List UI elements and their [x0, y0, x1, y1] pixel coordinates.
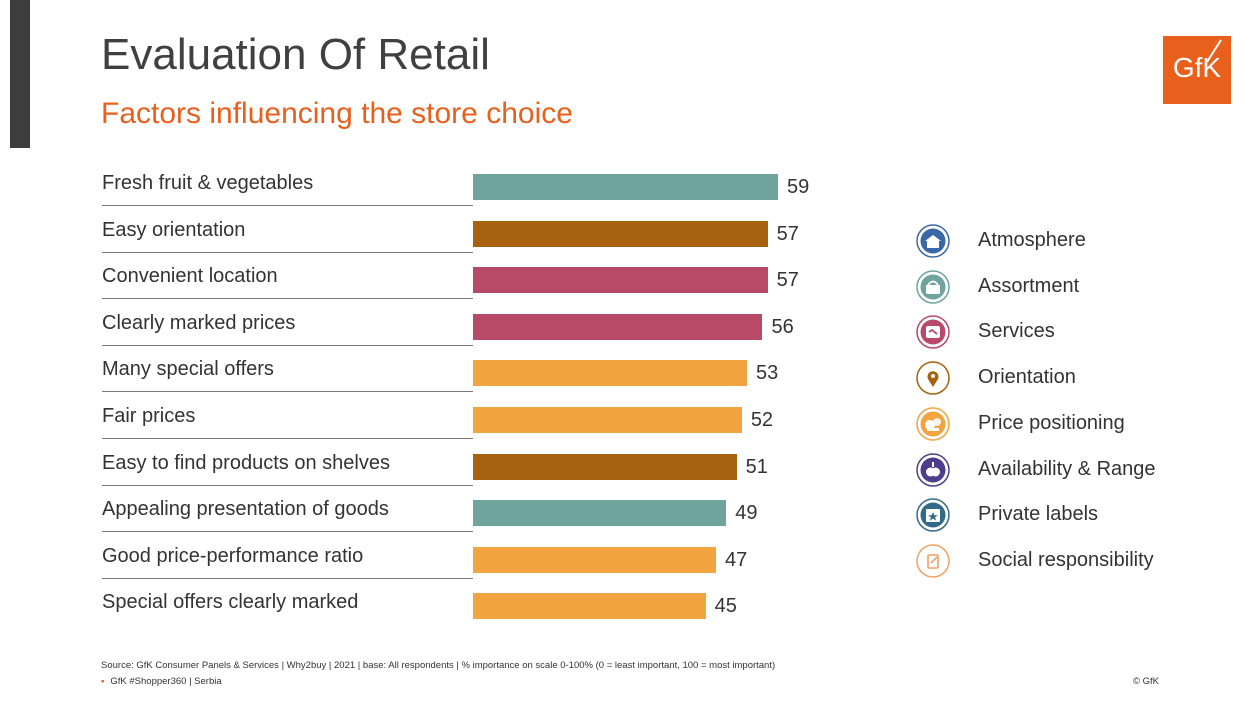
bar	[473, 546, 716, 573]
bar	[473, 267, 768, 294]
legend-label: Services	[978, 320, 1055, 343]
location-pin-icon	[916, 361, 950, 395]
store-icon	[916, 224, 950, 258]
bar	[473, 360, 747, 387]
data-label: 57	[776, 222, 799, 245]
bar	[473, 593, 706, 620]
row-separator	[102, 344, 473, 346]
category-label: Convenient location	[102, 265, 278, 288]
logo-slash-icon	[1206, 39, 1222, 63]
bar	[473, 453, 737, 480]
category-label: Many special offers	[102, 358, 274, 381]
gfk-logo: GfK	[1163, 36, 1231, 104]
category-label: Fair prices	[102, 405, 196, 427]
category-label: Easy orientation	[102, 218, 246, 241]
logo-text: GfK	[1172, 52, 1222, 83]
bar	[473, 313, 763, 340]
row-separator	[102, 251, 473, 253]
data-label: 59	[787, 176, 810, 198]
star-box-icon	[916, 498, 950, 532]
legend-label: Private labels	[978, 503, 1099, 526]
data-label: 49	[735, 502, 758, 525]
data-label: 56	[771, 315, 794, 338]
row-separator	[102, 577, 473, 579]
row-separator	[102, 298, 473, 300]
row-separator	[102, 531, 473, 533]
bar	[473, 407, 742, 433]
basket-icon	[916, 269, 950, 304]
row-separator	[102, 205, 473, 206]
tag-text: GfK #Shopper360 | Serbia	[110, 676, 222, 687]
page-subtitle: Factors influencing the store choice	[101, 97, 573, 130]
legend-label: Social responsibility	[978, 548, 1154, 571]
category-label: Appealing presentation of goods	[102, 498, 389, 521]
bar	[473, 220, 768, 247]
coins-icon	[916, 407, 950, 441]
legend-label: Atmosphere	[978, 229, 1086, 251]
data-label: 57	[776, 269, 799, 292]
legend-label: Orientation	[978, 366, 1076, 389]
row-separator	[102, 391, 473, 393]
data-label: 51	[745, 455, 768, 478]
page-title: Evaluation Of Retail	[101, 30, 490, 79]
source-note: Source: GfK Consumer Panels & Services |…	[101, 660, 776, 671]
bar	[473, 174, 778, 200]
category-label: Clearly marked prices	[102, 311, 296, 334]
legend-label: Price positioning	[978, 411, 1125, 434]
data-label: 53	[755, 362, 779, 385]
legend-label: Assortment	[978, 274, 1080, 297]
row-separator	[102, 438, 473, 439]
category-label: Fresh fruit & vegetables	[102, 172, 314, 194]
copyright: © GfK	[1133, 676, 1160, 687]
apple-icon	[916, 452, 950, 487]
data-label: 47	[724, 548, 748, 571]
handshake-icon	[916, 315, 950, 350]
category-label: Easy to find products on shelves	[102, 451, 390, 474]
data-label: 52	[750, 409, 774, 431]
document-pen-icon	[916, 544, 950, 578]
category-label: Special offers clearly marked	[102, 591, 359, 614]
tag-note: ▪ GfK #Shopper360 | Serbia	[101, 676, 222, 687]
row-separator	[102, 484, 473, 486]
legend-label: Availability & Range	[978, 457, 1156, 480]
category-label: Good price-performance ratio	[102, 544, 364, 567]
bar	[473, 500, 727, 527]
data-label: 45	[714, 595, 737, 618]
side-accent-bar	[10, 0, 30, 148]
bullet-icon: ▪	[101, 676, 105, 687]
